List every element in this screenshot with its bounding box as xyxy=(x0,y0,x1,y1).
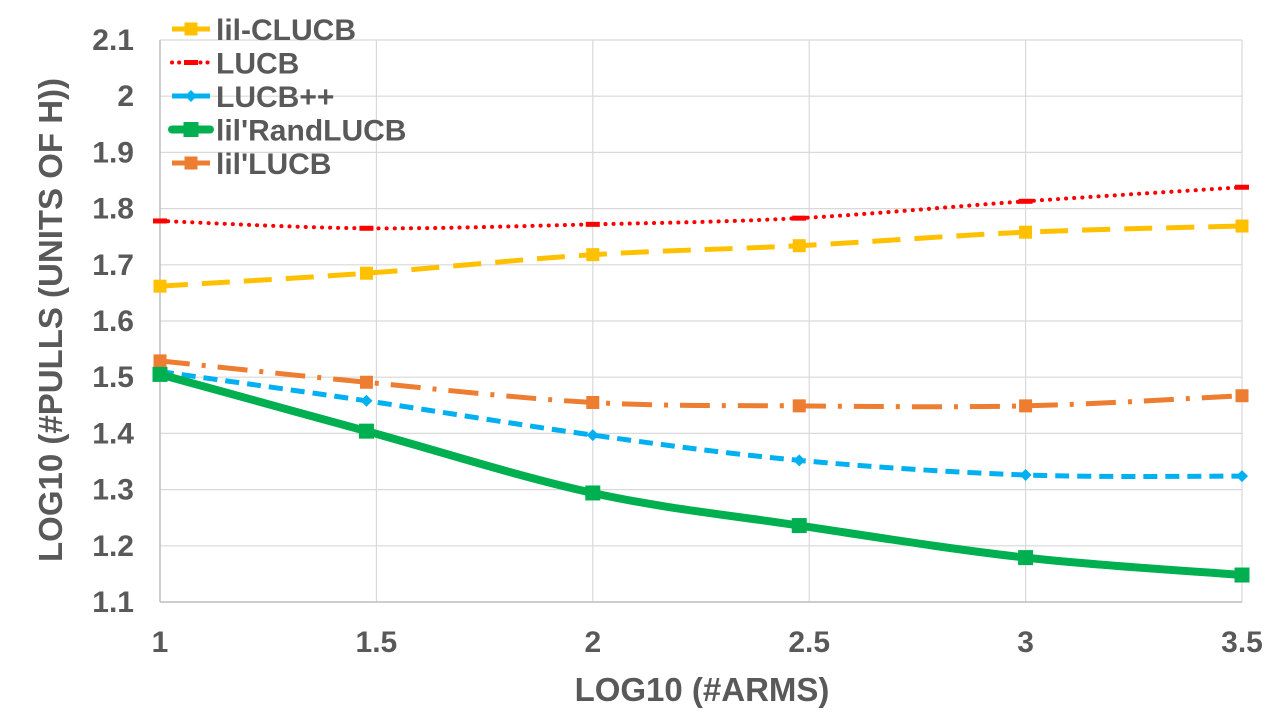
data-point-marker xyxy=(153,354,167,368)
legend-label: lil'RandLUCB xyxy=(216,115,406,148)
legend-marker xyxy=(185,90,197,102)
data-point-marker xyxy=(1236,470,1248,483)
y-tick-label: 1.3 xyxy=(92,474,134,507)
data-point-marker xyxy=(793,454,806,467)
series-lines xyxy=(152,184,1250,583)
legend-label: lil'LUCB xyxy=(216,148,331,181)
y-tick-label: 1.4 xyxy=(92,417,134,450)
data-point-marker xyxy=(152,366,168,382)
data-point-marker xyxy=(359,375,373,389)
legend-label: LUCB xyxy=(216,48,299,81)
legend-marker xyxy=(183,122,199,137)
legend-marker xyxy=(184,156,198,170)
x-tick-label: 2 xyxy=(584,626,601,659)
legend-item: lil'RandLUCB xyxy=(168,115,406,148)
series-1 xyxy=(153,184,1249,231)
y-tick-label: 2.1 xyxy=(92,24,134,57)
y-tick-label: 1.5 xyxy=(92,361,134,394)
x-axis-title: LOG10 (#ARMS) xyxy=(575,671,830,708)
data-point-marker xyxy=(585,485,601,501)
data-point-marker xyxy=(360,394,373,407)
data-point-marker xyxy=(1235,389,1249,403)
series-line xyxy=(158,185,1244,231)
y-tick-label: 1.6 xyxy=(92,305,134,338)
data-point-marker xyxy=(359,266,373,280)
series-line xyxy=(156,370,1246,580)
legend-item: LUCB++ xyxy=(172,81,334,114)
y-tick-label: 1.1 xyxy=(92,586,134,619)
data-point-marker xyxy=(791,518,807,534)
series-3 xyxy=(152,366,1250,583)
x-tick-label: 1 xyxy=(152,626,169,659)
y-tick-label: 1.8 xyxy=(92,193,134,226)
data-point-marker xyxy=(153,279,167,293)
data-point-marker xyxy=(586,248,600,262)
data-point-marker xyxy=(1234,567,1250,583)
data-point-marker xyxy=(1019,468,1032,481)
y-tick-label: 1.7 xyxy=(92,249,134,282)
data-point-marker xyxy=(586,429,599,442)
series-line xyxy=(159,223,1243,289)
legend-label: LUCB++ xyxy=(216,81,334,114)
y-tick-label: 1.2 xyxy=(92,530,134,563)
series-line xyxy=(159,358,1243,410)
tick-labels: 1.1 1.2 1.3 1.4 1.5 1.6 1.7 1.8 1.9 2 2.1 1 1.5 2 2.5 3… xyxy=(92,24,1263,659)
x-tick-label: 3.5 xyxy=(1221,626,1263,659)
y-axis-title: LOG10 (#PULLS (UNITS OF H)) xyxy=(32,78,69,562)
data-point-marker xyxy=(1235,219,1249,233)
data-point-marker xyxy=(1018,550,1034,566)
legend-item: LUCB xyxy=(170,48,299,81)
legend-marker xyxy=(184,22,198,36)
data-point-marker xyxy=(792,239,806,253)
y-tick-label: 1.9 xyxy=(92,136,134,169)
series-2 xyxy=(154,365,1248,483)
legend-item: lil-CLUCB xyxy=(172,14,356,47)
data-point-marker xyxy=(358,423,374,439)
x-tick-label: 2.5 xyxy=(788,626,830,659)
x-tick-label: 1.5 xyxy=(356,626,398,659)
series-0 xyxy=(153,219,1249,293)
data-point-marker xyxy=(586,395,600,409)
data-point-marker xyxy=(792,399,806,413)
legend-item: lil'LUCB xyxy=(172,148,331,181)
legend-label: lil-CLUCB xyxy=(216,14,356,47)
series-line xyxy=(159,369,1243,479)
data-point-marker xyxy=(1019,399,1033,413)
x-tick-label: 3 xyxy=(1017,626,1034,659)
axes xyxy=(159,40,1242,603)
series-4 xyxy=(153,354,1249,413)
y-tick-label: 2 xyxy=(117,80,134,113)
data-point-marker xyxy=(1019,225,1033,239)
